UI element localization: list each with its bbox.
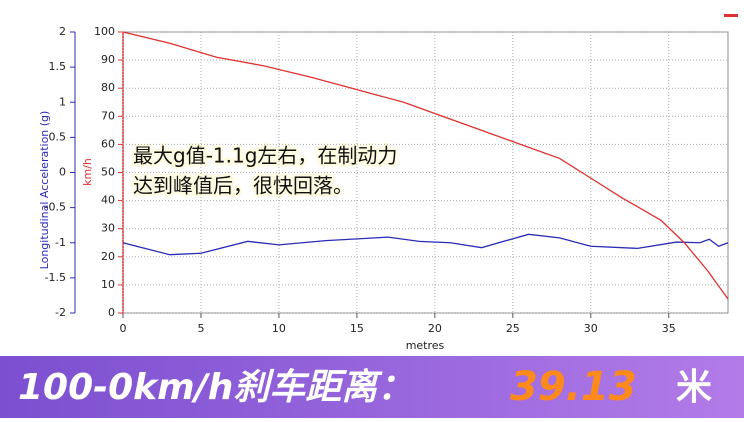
x-tick-label: 5 bbox=[197, 322, 204, 335]
annotation-line: 最大g值-1.1g左右，在制动力 bbox=[133, 144, 397, 168]
y2-tick-label: 20 bbox=[101, 250, 115, 263]
y-tick-label: 0 bbox=[59, 166, 66, 179]
y2-tick-label: 30 bbox=[101, 222, 115, 235]
y2-tick-label: 90 bbox=[101, 53, 115, 66]
banner-value: 39.13 bbox=[510, 364, 637, 410]
x-axis-label: metres bbox=[406, 339, 445, 352]
y2-tick-label: 40 bbox=[101, 194, 115, 207]
annotation-line: 达到峰值后，很快回落。 bbox=[133, 174, 353, 198]
banner-label: 100-0km/h刹车距离： bbox=[18, 367, 413, 408]
x-tick-label: 30 bbox=[584, 322, 598, 335]
x-tick-label: 15 bbox=[350, 322, 364, 335]
x-tick-label: 20 bbox=[428, 322, 442, 335]
data-line bbox=[122, 31, 729, 300]
y2-tick-label: 80 bbox=[101, 81, 115, 94]
x-tick-label: 10 bbox=[272, 322, 286, 335]
y2-tick-label: 100 bbox=[94, 25, 115, 38]
y2-tick-label: 10 bbox=[101, 278, 115, 291]
data-line bbox=[122, 233, 729, 256]
y2-axis-label: km/h bbox=[81, 158, 94, 186]
y-axis-label: Longitudinal Acceleration (g) bbox=[38, 111, 51, 270]
decoration bbox=[724, 14, 738, 17]
y-tick-label: 1 bbox=[59, 95, 66, 108]
y-tick-label: 1.5 bbox=[49, 60, 67, 73]
y2-tick-label: 50 bbox=[101, 166, 115, 179]
banner bbox=[0, 356, 744, 418]
banner-unit: 米 bbox=[676, 367, 712, 408]
y-tick-label: 2 bbox=[59, 25, 66, 38]
x-tick-label: 35 bbox=[662, 322, 676, 335]
y2-tick-label: 0 bbox=[108, 306, 115, 319]
y-tick-label: -2 bbox=[55, 306, 66, 319]
x-tick-label: 0 bbox=[120, 322, 127, 335]
y-tick-label: -1 bbox=[55, 236, 66, 249]
y-tick-label: -1.5 bbox=[45, 271, 66, 284]
y-tick-label: 0.5 bbox=[49, 130, 67, 143]
y2-tick-label: 60 bbox=[101, 137, 115, 150]
y2-tick-label: 70 bbox=[101, 109, 115, 122]
y-tick-label: -0.5 bbox=[45, 201, 66, 214]
x-tick-label: 25 bbox=[506, 322, 520, 335]
